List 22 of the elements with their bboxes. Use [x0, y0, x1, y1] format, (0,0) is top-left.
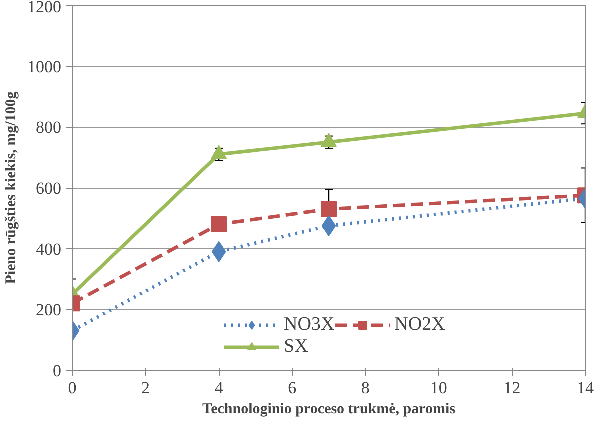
y-tick-label: 1000 — [28, 57, 62, 76]
legend-label: SX — [284, 336, 308, 358]
y-axis-title: Pieno rūgšties kiekis, mg/100g — [4, 91, 20, 284]
x-tick-label: 14 — [577, 378, 594, 398]
legend-label: NO2X — [394, 314, 446, 336]
point — [321, 133, 337, 148]
x-tick-label: 0 — [68, 378, 77, 398]
point — [211, 145, 228, 160]
y-tick-label: 1200 — [28, 0, 62, 16]
y-tick-label: 600 — [36, 179, 62, 198]
x-tick-label: 12 — [504, 378, 521, 398]
x-axis-title: Technologinio proceso trukmė, paromis — [202, 402, 456, 418]
x-tick-label: 6 — [288, 378, 297, 398]
legend-label: NO3X — [284, 314, 335, 336]
x-tick-label: 8 — [361, 378, 370, 398]
y-tick-label: 800 — [36, 118, 62, 138]
x-tick-label: 2 — [142, 378, 150, 398]
y-tick-label: 400 — [36, 240, 62, 259]
x-tick-label: 4 — [214, 378, 224, 398]
x-tick-label: 10 — [430, 378, 448, 398]
y-tick-label: 0 — [53, 362, 62, 380]
y-tick-label: 200 — [36, 300, 62, 320]
